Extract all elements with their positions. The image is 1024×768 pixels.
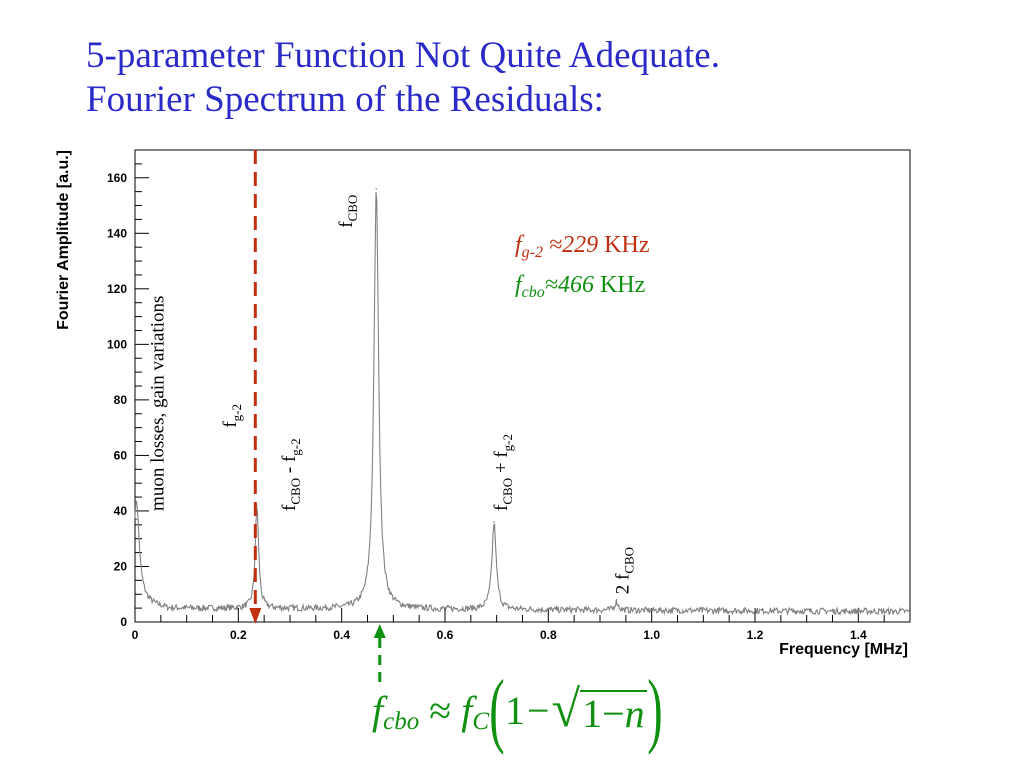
x-axis-label: Frequency [MHz]	[779, 641, 908, 658]
peak-label-sub: CBO	[288, 478, 303, 505]
cbo-frequency-formula: f cbo ≈ f C ( 1 − √ 1−n )	[372, 668, 663, 752]
spectrum-series-line	[134, 192, 910, 616]
fg2-annotation-part-1: g-2	[522, 244, 543, 261]
y-tick-label: 0	[120, 615, 127, 629]
y-axis-label: Fourier Amplitude [a.u.]	[55, 150, 72, 330]
x-tick-label: 0.4	[333, 628, 350, 642]
peak-label-sub: g-2	[229, 404, 244, 421]
x-tick-label: 0.2	[230, 628, 247, 642]
spectrum-peak-point	[615, 598, 618, 601]
spectrum-peak-point	[375, 188, 378, 190]
peak-label-tail: + f	[491, 451, 512, 478]
peak-label: 2 fCBO	[612, 547, 636, 594]
title-line-1: 5-parameter Function Not Quite Adequate.	[86, 35, 720, 76]
fcbo-annotation-part-1: cbo	[522, 284, 545, 301]
y-tick-label: 120	[107, 282, 127, 296]
peak-label-main: f	[336, 221, 357, 228]
fcbo-annotation-part-3: KHz	[594, 272, 645, 298]
x-tick-label: 1.4	[850, 628, 867, 642]
fcbo-annotation: fcbo≈466 KHz	[515, 272, 645, 301]
fcbo-marker-arrowhead	[373, 624, 386, 638]
formula-one-inner: 1	[582, 691, 603, 736]
peak-label-sub: CBO	[500, 478, 515, 505]
peak-label: fg-2	[220, 404, 244, 428]
fg2-annotation: fg-2 ≈229 KHz	[515, 232, 650, 261]
x-tick-label: 1.0	[643, 628, 660, 642]
formula-n: n	[624, 691, 645, 736]
peak-label-sub2: g-2	[288, 438, 303, 455]
formula-f-c: f	[461, 687, 473, 733]
peak-label: fCBO - fg-2	[279, 438, 303, 511]
formula-cbo-subscript: cbo	[383, 708, 420, 735]
formula-radicand: 1−n	[580, 690, 647, 736]
y-tick-label: 100	[107, 337, 127, 351]
title-line-2: Fourier Spectrum of the Residuals:	[86, 79, 604, 120]
fg2-annotation-part-3: KHz	[598, 232, 649, 258]
peak-label: fCBO + fg-2	[491, 434, 515, 511]
formula-left-paren: (	[489, 663, 505, 756]
peak-label-main: f	[279, 504, 300, 511]
peak-label-sub: CBO	[621, 547, 636, 574]
y-tick-label: 140	[107, 226, 127, 240]
formula-radical-sign: √	[551, 681, 581, 738]
y-tick-label: 160	[107, 171, 127, 185]
x-tick-label: 0.8	[540, 628, 557, 642]
peak-label: muon losses, gain variations	[147, 296, 168, 511]
peak-label-main: muon losses, gain variations	[147, 296, 168, 511]
fg2-annotation-part-0: f	[515, 232, 525, 258]
formula-right-paren: )	[646, 663, 663, 756]
fcbo-annotation-part-0: f	[515, 272, 525, 298]
peak-label-sub: CBO	[345, 195, 360, 222]
peak-label-main: 2 f	[612, 573, 633, 594]
peak-label-main: f	[220, 421, 241, 428]
y-tick-label: 40	[114, 504, 128, 518]
formula-minus-inner: −	[602, 691, 625, 736]
x-tick-label: 1.2	[747, 628, 764, 642]
formula-f-cbo: f	[372, 687, 384, 733]
fcbo-annotation-part-2: ≈466	[545, 272, 594, 298]
x-tick-label: 0	[132, 628, 139, 642]
y-tick-label: 20	[114, 559, 128, 573]
formula-minus: −	[526, 687, 550, 733]
formula-sqrt: √ 1−n	[552, 684, 647, 736]
formula-c-subscript: C	[472, 708, 489, 735]
y-tick-label: 80	[114, 393, 128, 407]
peak-label-tail: - f	[279, 455, 300, 478]
peak-label: fCBO	[336, 195, 360, 228]
y-tick-label: 60	[114, 448, 128, 462]
formula-one: 1	[504, 687, 525, 733]
formula-approx: ≈	[429, 687, 452, 733]
plot-frame	[134, 149, 911, 623]
x-tick-label: 0.6	[437, 628, 454, 642]
fg2-annotation-part-2: ≈229	[543, 232, 598, 258]
peak-label-main: f	[491, 504, 512, 511]
fg2-marker-arrowhead	[249, 608, 262, 624]
spectrum-peak-point	[493, 521, 495, 523]
peak-label-sub2: g-2	[500, 434, 515, 451]
slide-title: 5-parameter Function Not Quite Adequate.…	[86, 34, 986, 122]
spectrum-peak-point	[135, 518, 138, 521]
